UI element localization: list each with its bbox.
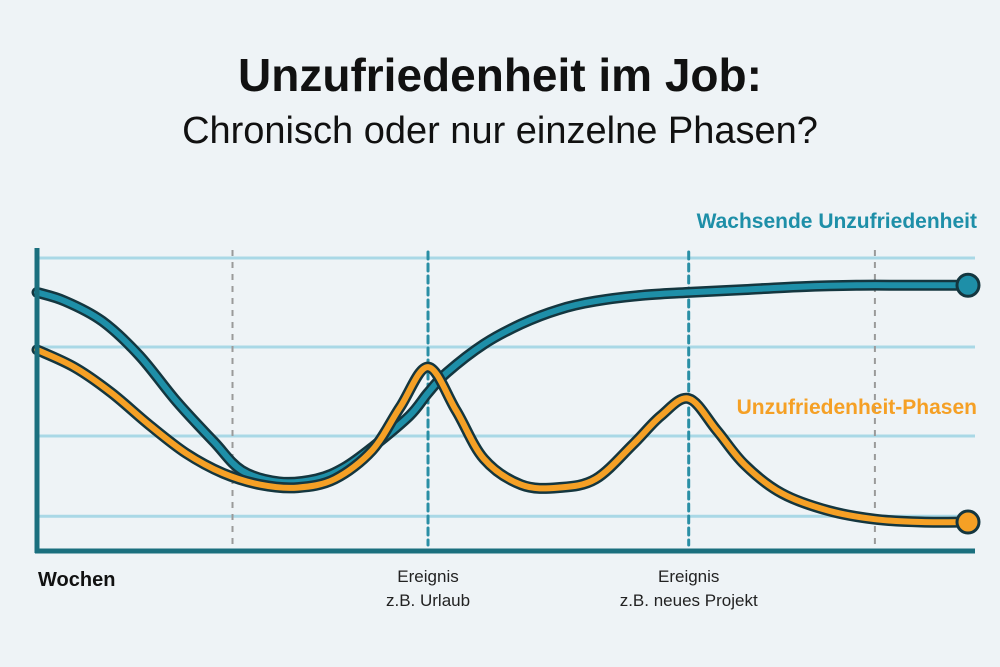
series-lines (31, 272, 981, 535)
event-example: z.B. Urlaub (386, 591, 470, 610)
vertical-gridlines (231, 250, 876, 545)
series-line-wachsende-unzufriedenheit (34, 282, 971, 486)
event-annotations: Ereignis z.B. Urlaub Ereignis z.B. neues Pr… (386, 567, 758, 610)
series-endpoint-wachsende-unzufriedenheit (955, 272, 981, 298)
axes (34, 248, 975, 554)
chart-subtitle: Chronisch oder nur einzelne Phasen? (182, 110, 818, 152)
event-label: Ereignis (658, 567, 719, 586)
series-label-unzufriedenheit-phasen: Unzufriedenheit-Phasen (737, 396, 977, 419)
event-label: Ereignis (397, 567, 458, 586)
series-endpoint-unzufriedenheit-phasen (955, 509, 981, 535)
series-line-unzufriedenheit-phasen (34, 346, 971, 526)
series-labels: Wachsende Unzufriedenheit Unzufriedenheit… (697, 210, 977, 419)
horizontal-gridlines (37, 256, 975, 518)
event-example: z.B. neues Projekt (620, 591, 758, 610)
chart-title: Unzufriedenheit im Job: (238, 49, 762, 101)
x-axis-label: Wochen (38, 569, 115, 591)
series-label-wachsende-unzufriedenheit: Wachsende Unzufriedenheit (697, 210, 977, 233)
